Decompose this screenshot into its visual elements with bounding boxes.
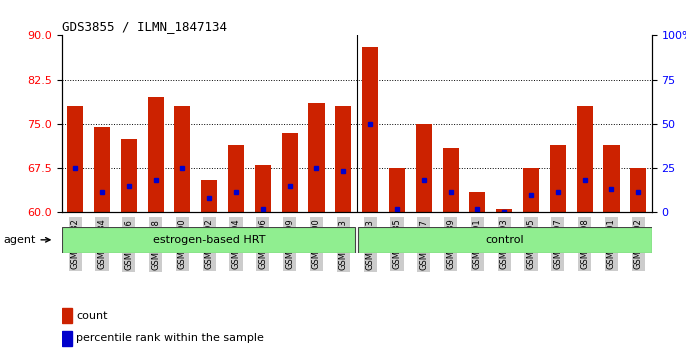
Bar [630,168,646,212]
Bar [523,168,539,212]
Bar [121,139,137,212]
Bar [62,227,355,253]
Bar [309,103,324,212]
Text: estrogen-based HRT: estrogen-based HRT [153,235,265,245]
Bar [389,168,405,212]
Bar [442,148,459,212]
Bar [174,106,191,212]
Bar [496,210,512,212]
Bar [62,308,72,323]
Bar [416,124,431,212]
Bar [147,97,164,212]
Bar [94,127,110,212]
Bar [228,144,244,212]
Bar [201,180,217,212]
Bar [255,165,271,212]
Bar [282,133,298,212]
Text: count: count [76,311,108,321]
Bar [335,106,351,212]
Bar [577,106,593,212]
Text: control: control [485,235,523,245]
Text: agent: agent [3,235,50,245]
Bar [359,227,652,253]
Text: percentile rank within the sample: percentile rank within the sample [76,333,264,343]
Bar [62,331,72,346]
Text: GDS3855 / ILMN_1847134: GDS3855 / ILMN_1847134 [62,20,227,33]
Bar [67,106,83,212]
Bar [604,144,619,212]
Bar [469,192,486,212]
Bar [549,144,566,212]
Bar [362,47,378,212]
